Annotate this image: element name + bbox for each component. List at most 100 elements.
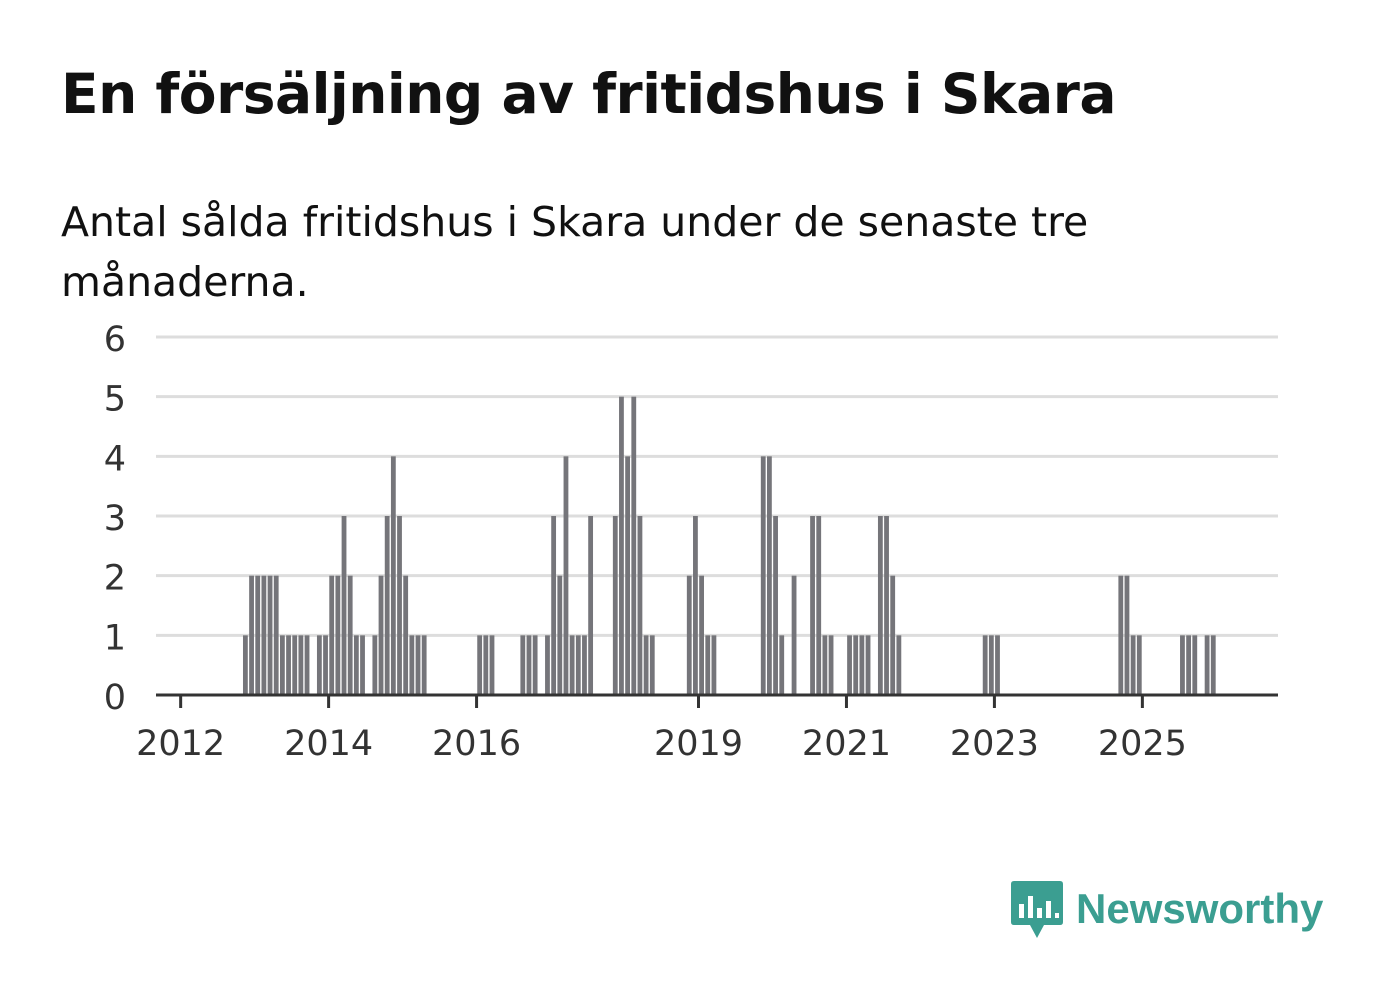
bar — [791, 575, 797, 695]
bar — [279, 635, 285, 695]
bar — [360, 635, 365, 695]
bar — [865, 635, 871, 695]
bar — [884, 516, 889, 695]
x-tick-label: 2025 — [1098, 724, 1187, 764]
x-tick-label: 2016 — [432, 724, 521, 764]
bar — [409, 635, 415, 695]
bar — [249, 575, 254, 695]
bar — [890, 575, 896, 695]
bar — [988, 635, 994, 695]
y-tick-label: 1 — [104, 618, 126, 658]
bar — [569, 635, 575, 695]
bar — [347, 575, 353, 695]
y-tick-label: 0 — [104, 678, 126, 718]
bar — [526, 635, 532, 695]
bar — [711, 635, 717, 695]
bar — [995, 635, 1000, 695]
bar — [643, 635, 649, 695]
bar — [877, 516, 883, 695]
bar — [304, 635, 310, 695]
y-tick-label: 3 — [104, 499, 126, 539]
bar — [816, 516, 822, 695]
y-tick-label: 5 — [104, 380, 126, 420]
bar — [631, 396, 637, 695]
bar — [773, 516, 778, 695]
bar — [520, 635, 526, 695]
bar — [551, 516, 557, 695]
bar — [477, 635, 483, 695]
bar — [705, 635, 711, 695]
bar — [255, 575, 261, 695]
bar — [403, 575, 409, 695]
bar — [378, 575, 384, 695]
bar — [415, 635, 421, 695]
bar — [489, 635, 495, 695]
bar — [649, 635, 655, 695]
bar — [335, 575, 341, 695]
bar — [766, 456, 772, 695]
bar — [563, 456, 569, 695]
bar — [575, 635, 581, 695]
data-label: 1 — [1209, 0, 1229, 8]
bar — [292, 635, 298, 695]
bar — [341, 516, 347, 695]
bar — [847, 635, 852, 695]
bar — [582, 635, 587, 695]
brand-name: Newsworthy — [1076, 885, 1324, 932]
bar — [323, 635, 328, 695]
bar — [545, 635, 550, 695]
bar — [286, 635, 291, 695]
bar — [316, 635, 322, 695]
y-tick-label: 6 — [104, 320, 126, 360]
x-tick-label: 2023 — [950, 724, 1039, 764]
y-tick-label: 4 — [104, 439, 126, 479]
bar — [421, 635, 427, 695]
bar — [828, 635, 834, 695]
bar — [1130, 635, 1136, 695]
bar — [612, 516, 618, 695]
bar — [859, 635, 865, 695]
bar — [329, 575, 335, 695]
bar-chart-speech-bubble-icon — [1011, 881, 1063, 938]
bar — [1192, 635, 1198, 695]
bar — [982, 635, 988, 695]
bar — [1136, 635, 1142, 695]
bar — [397, 516, 402, 695]
bar — [619, 396, 624, 695]
bar — [372, 635, 378, 695]
bar — [557, 575, 563, 695]
bar — [686, 575, 692, 695]
bar — [1210, 635, 1216, 695]
x-tick-label: 2021 — [802, 724, 891, 764]
x-tick-label: 2019 — [654, 724, 743, 764]
bar — [588, 516, 594, 695]
bar — [822, 635, 828, 695]
bar — [637, 516, 643, 695]
bar — [483, 635, 489, 695]
x-tick-label: 2012 — [136, 724, 225, 764]
bar — [298, 635, 304, 695]
chart-title: En försäljning av fritidshus i Skara — [61, 62, 1116, 126]
bar — [1124, 575, 1130, 695]
bar — [779, 635, 785, 695]
bar — [693, 516, 698, 695]
bar — [242, 635, 248, 695]
bar — [1118, 575, 1124, 695]
bar — [1180, 635, 1185, 695]
chart-subtitle: Antal sålda fritidshus i Skara under de … — [61, 198, 1089, 306]
bar — [353, 635, 359, 695]
x-tick-label: 2014 — [284, 724, 373, 764]
bar — [810, 516, 815, 695]
bar — [267, 575, 273, 695]
bar — [853, 635, 859, 695]
bar — [1204, 635, 1210, 695]
bar — [261, 575, 267, 695]
y-tick-label: 2 — [104, 559, 126, 599]
newsworthy-logo[interactable]: Newsworthy — [1010, 878, 1323, 940]
bar — [625, 456, 631, 695]
bar — [532, 635, 538, 695]
bar — [273, 575, 279, 695]
bar — [1186, 635, 1192, 695]
bar — [390, 456, 396, 695]
